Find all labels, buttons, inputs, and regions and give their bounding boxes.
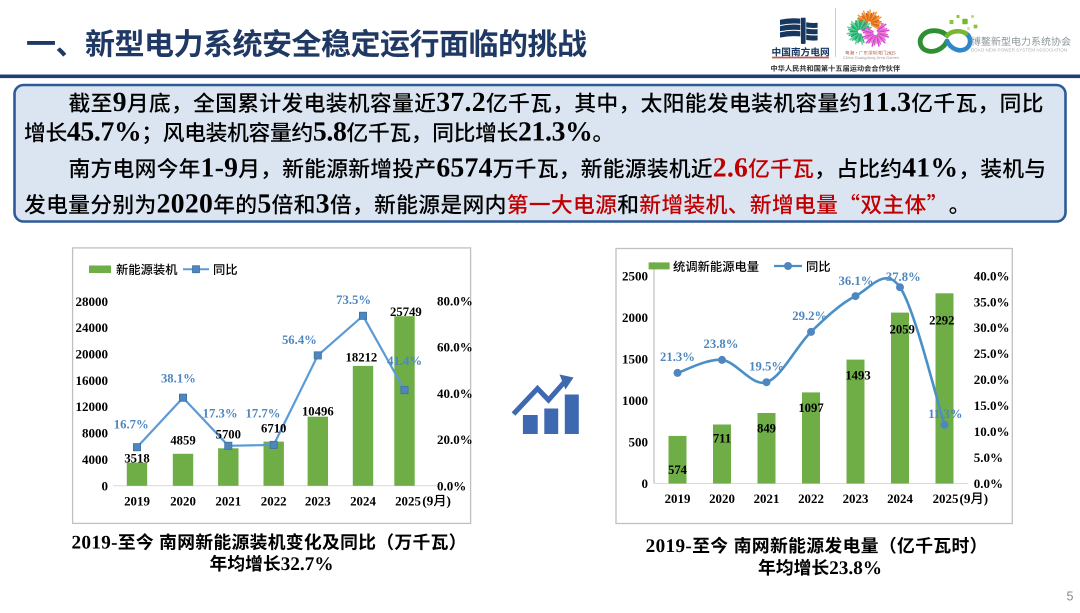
svg-text:0: 0 [642,476,649,491]
svg-text:20.0%: 20.0% [437,432,473,447]
svg-text:2000: 2000 [622,310,648,325]
svg-text:4859: 4859 [170,434,195,448]
svg-text:500: 500 [629,435,649,450]
svg-text:56.4%: 56.4% [282,333,317,347]
svg-text:1493: 1493 [845,369,870,383]
svg-text:35.0%: 35.0% [974,294,1010,309]
svg-text:2059: 2059 [890,322,915,336]
svg-text:11.3%: 11.3% [928,407,962,421]
svg-text:849: 849 [757,422,776,436]
svg-text:2500: 2500 [622,269,648,284]
svg-text:2292: 2292 [929,314,954,328]
svg-text:2019: 2019 [665,492,691,506]
svg-text:0: 0 [102,478,109,493]
svg-text:6710: 6710 [261,422,286,436]
svg-text:25749: 25749 [390,305,422,319]
svg-text:2023: 2023 [305,494,331,508]
svg-text:2025: 2025 [933,492,959,506]
svg-text:1000: 1000 [622,393,648,408]
svg-text:574: 574 [668,463,688,477]
svg-text:2021: 2021 [754,492,780,506]
svg-text:17.3%: 17.3% [203,407,238,421]
svg-text:60.0%: 60.0% [437,340,473,355]
svg-text:0.0%: 0.0% [974,476,1003,491]
svg-text:5700: 5700 [216,427,241,441]
svg-text:37.8%: 37.8% [886,270,921,284]
svg-text:2022: 2022 [798,492,824,506]
svg-text:16000: 16000 [76,373,109,388]
svg-text:38.1%: 38.1% [161,371,196,385]
svg-text:24000: 24000 [76,320,109,335]
svg-text:BOAO NEW POWER SYSTEM ASSOCIAT: BOAO NEW POWER SYSTEM ASSOCIATION [971,48,1067,53]
svg-text:5: 5 [1067,589,1074,603]
svg-text:5.0%: 5.0% [974,450,1003,465]
svg-text:41.4%: 41.4% [387,354,422,368]
svg-text:12000: 12000 [76,399,109,414]
svg-text:0.0%: 0.0% [437,478,466,493]
svg-text:2022: 2022 [261,494,287,508]
svg-text:10.0%: 10.0% [974,424,1010,439]
svg-text:2020: 2020 [170,494,196,508]
svg-text:3518: 3518 [124,452,149,466]
svg-text:2024: 2024 [350,494,376,508]
svg-text:20.0%: 20.0% [974,372,1010,387]
svg-text:20000: 20000 [76,347,109,362]
svg-text:21.3%: 21.3% [660,350,695,364]
svg-text:29.2%: 29.2% [792,309,827,323]
svg-text:40.0%: 40.0% [974,268,1010,283]
svg-text:10496: 10496 [302,405,334,419]
svg-text:36.1%: 36.1% [839,274,874,288]
svg-text:73.5%: 73.5% [336,293,371,307]
svg-text:18212: 18212 [346,351,378,365]
svg-text:4000: 4000 [82,452,108,467]
svg-text:711: 711 [713,432,731,446]
svg-text:17.7%: 17.7% [246,407,281,421]
svg-text:2023: 2023 [843,492,869,506]
svg-text:2021: 2021 [215,494,241,508]
svg-text:16.7%: 16.7% [114,418,149,432]
svg-text:8000: 8000 [82,426,108,441]
svg-text:23.8%: 23.8% [704,337,739,351]
svg-text:80.0%: 80.0% [437,293,473,308]
svg-text:2025: 2025 [395,494,421,508]
svg-text:15.0%: 15.0% [974,398,1010,413]
svg-text:2024: 2024 [887,492,913,506]
svg-text:1097: 1097 [798,401,824,415]
svg-text:28000: 28000 [76,294,109,309]
svg-text:19.5%: 19.5% [749,360,784,374]
svg-text:30.0%: 30.0% [974,320,1010,335]
svg-text:1500: 1500 [622,352,648,367]
svg-text:25.0%: 25.0% [974,346,1010,361]
svg-text:40.0%: 40.0% [437,386,473,401]
svg-text:2019: 2019 [124,494,150,508]
svg-text:2020: 2020 [709,492,735,506]
